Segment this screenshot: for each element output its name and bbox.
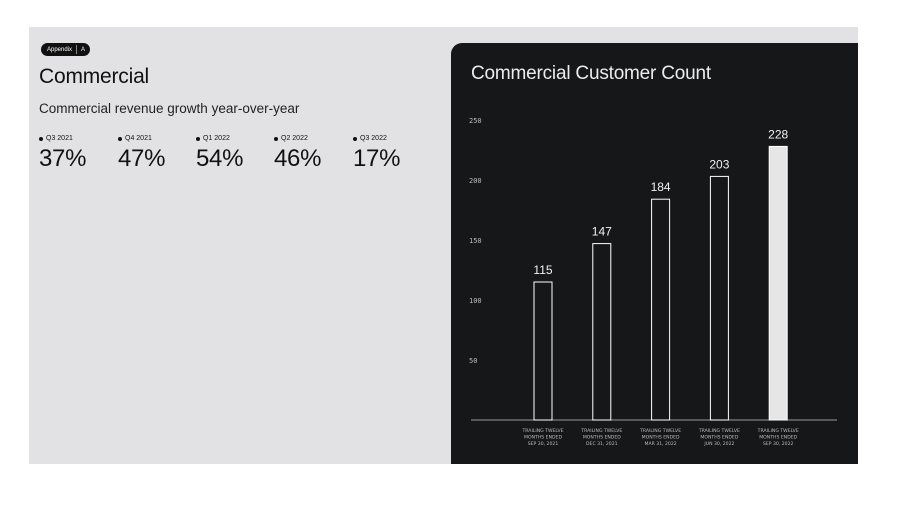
stat-q3-2021: Q3 2021 37% [39, 135, 117, 173]
stat-value: 46% [274, 145, 322, 172]
x-tick-label: SEP 30, 2022 [763, 441, 794, 447]
x-tick-label: TRAILING TWELVE [580, 428, 622, 434]
chart-title: Commercial Customer Count [471, 63, 711, 84]
stat-quarter-label: Q4 2021 [125, 135, 152, 142]
slide: Appendix A Commercial Commercial revenue… [29, 27, 858, 464]
x-tick-label: MONTHS ENDED [759, 435, 797, 441]
stat-value: 37% [39, 145, 87, 172]
stat-q1-2022: Q1 2022 54% [196, 135, 274, 173]
bar [768, 145, 788, 421]
y-tick-label: 200 [469, 177, 482, 185]
bullet-dot-icon [196, 136, 200, 141]
x-tick-label: DEC 31, 2021 [586, 441, 618, 447]
x-tick-label: MAR 31, 2022 [644, 441, 676, 447]
badge-divider [76, 45, 78, 54]
x-tick-label: MONTHS ENDED [700, 435, 738, 441]
data-label: 203 [709, 157, 729, 171]
x-tick-label: JUN 30, 2022 [703, 441, 734, 447]
x-tick-label: TRAILING TWELVE [757, 428, 799, 434]
stat-quarter: Q4 2021 [118, 135, 196, 142]
data-label: 147 [592, 225, 612, 239]
chart-card: 50 100 150 200 250 115 TRAILING TWELVE MONTHS E… [451, 43, 858, 464]
stat-quarter: Q3 2021 [39, 135, 117, 142]
x-tick-label: MONTHS ENDED [583, 435, 621, 441]
y-tick-label: 100 [469, 297, 482, 305]
page-title: Commercial [39, 65, 150, 88]
stat-value: 54% [196, 145, 244, 172]
appendix-badge-label: Appendix [47, 46, 73, 53]
stat-quarter-label: Q3 2022 [360, 135, 387, 142]
x-tick-label: TRAILING TWELVE [639, 428, 681, 434]
stat-value: 17% [353, 145, 401, 172]
y-tick-label: 50 [469, 357, 477, 365]
page-subtitle: Commercial revenue growth year-over-year [39, 101, 300, 116]
data-label: 115 [533, 263, 552, 277]
bar [592, 243, 612, 421]
data-label: 228 [768, 127, 788, 141]
x-tick-label: TRAILING TWELVE [521, 428, 563, 434]
stat-q3-2022: Q3 2022 17% [353, 135, 431, 173]
stat-quarter: Q2 2022 [274, 135, 352, 142]
stat-q2-2022: Q2 2022 46% [274, 135, 352, 173]
bullet-dot-icon [39, 136, 43, 141]
bar [651, 198, 671, 421]
appendix-badge-letter: A [81, 46, 86, 53]
y-tick-label: 250 [469, 117, 482, 125]
bullet-dot-icon [353, 136, 357, 141]
y-tick-label: 150 [469, 237, 482, 245]
bar [533, 281, 553, 421]
data-label: 184 [651, 180, 671, 194]
stat-value: 47% [118, 145, 166, 172]
stat-quarter: Q3 2022 [353, 135, 431, 142]
bullet-dot-icon [118, 136, 122, 141]
stat-quarter-label: Q2 2022 [281, 135, 308, 142]
stat-q4-2021: Q4 2021 47% [118, 135, 196, 173]
x-tick-label: SEP 30, 2021 [528, 441, 559, 447]
bullet-dot-icon [274, 136, 278, 141]
stat-quarter-label: Q1 2022 [203, 135, 230, 142]
x-tick-label: MONTHS ENDED [524, 435, 562, 441]
x-tick-label: MONTHS ENDED [642, 435, 680, 441]
stat-quarter: Q1 2022 [196, 135, 274, 142]
appendix-badge: Appendix A [41, 43, 91, 56]
bar [709, 175, 729, 421]
x-tick-label: TRAILING TWELVE [698, 428, 740, 434]
stat-quarter-label: Q3 2021 [46, 135, 73, 142]
